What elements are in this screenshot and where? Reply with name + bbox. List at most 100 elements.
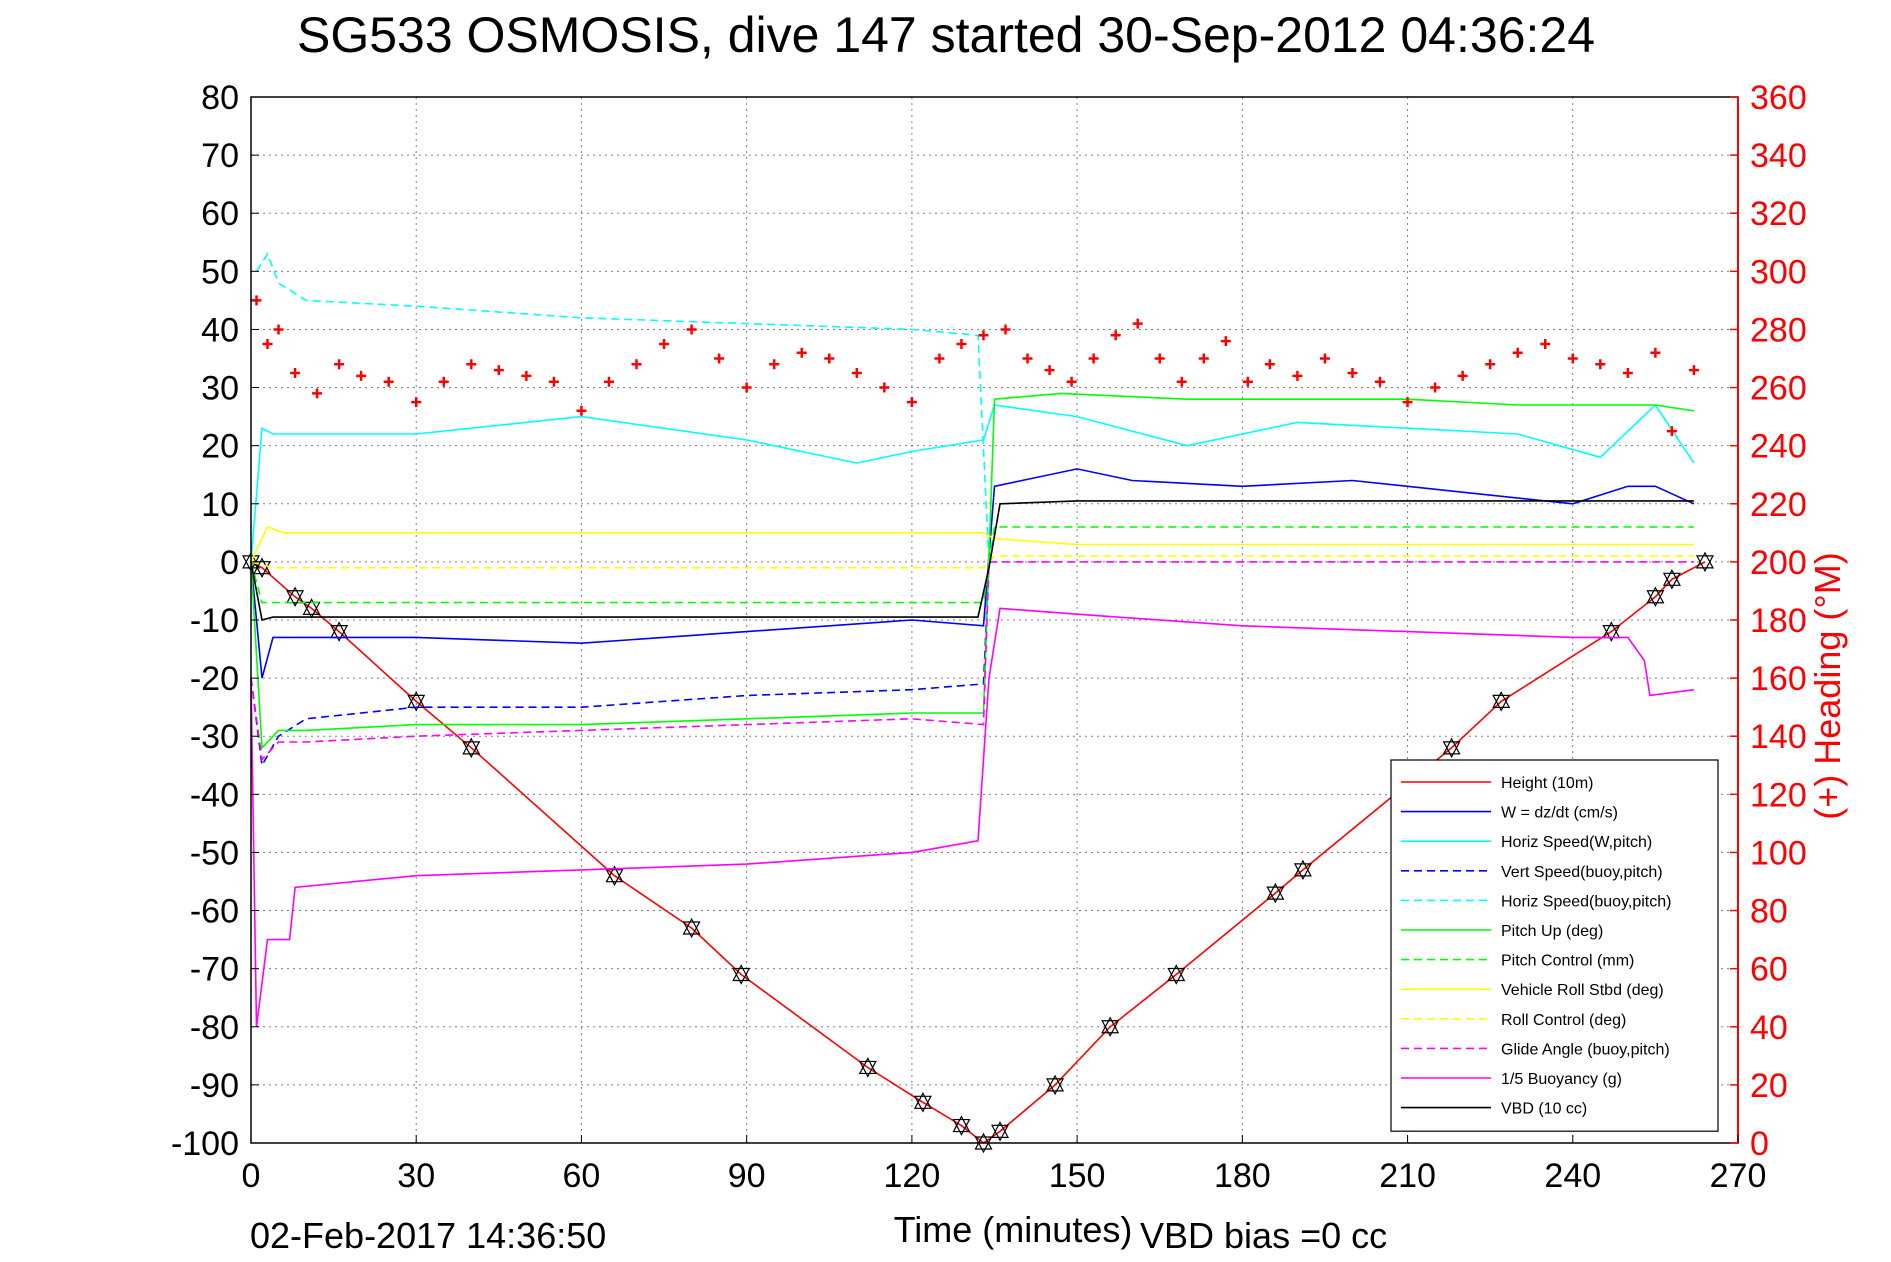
- y-right-tick-label: 40: [1750, 1009, 1788, 1047]
- heading-point: [1540, 338, 1551, 349]
- height-point: [1695, 551, 1714, 573]
- y-right-tick-label: 320: [1750, 195, 1807, 233]
- legend: Height (10m) W = dz/dt (cm/s) Horiz Speed(…: [1390, 759, 1719, 1132]
- legend-entry: Vehicle Roll Stbd (deg): [1501, 982, 1664, 999]
- y-right-tick-label: 240: [1750, 428, 1807, 466]
- series-horiz-speed-buoy-pitch: [255, 252, 990, 562]
- y-right-tick-label: 140: [1750, 718, 1807, 756]
- series-vbd-10-cc: [250, 500, 1694, 621]
- series-w-dz-dt-cm-s-line: [250, 468, 1695, 679]
- heading-point: [466, 359, 477, 370]
- heading-point: [356, 370, 367, 381]
- heading-point: [934, 353, 945, 364]
- x-tick-label: 0: [242, 1157, 261, 1195]
- heading-point: [1457, 370, 1468, 381]
- heading-point: [1132, 318, 1143, 329]
- chart-title: SG533 OSMOSIS, dive 147 started 30-Sep-2…: [297, 7, 1595, 63]
- heading-point: [1088, 353, 1099, 364]
- heading-point: [1319, 353, 1330, 364]
- series-layer: [242, 252, 1714, 1154]
- heading-point: [312, 388, 323, 399]
- legend-entry: Horiz Speed(buoy,pitch): [1501, 893, 1671, 910]
- y-tick-label: 80: [201, 79, 239, 117]
- series-w-dz-dt-cm-s: [250, 468, 1695, 679]
- y-tick-label: -100: [171, 1125, 239, 1163]
- y-right-tick-label: 220: [1750, 486, 1807, 524]
- height-point: [1442, 737, 1461, 759]
- y-tick-label: -40: [190, 776, 239, 814]
- heading-point: [978, 330, 989, 341]
- legend-entry: Vert Speed(buoy,pitch): [1501, 864, 1663, 881]
- heading-point: [1264, 359, 1275, 370]
- y-tick-label: -50: [190, 834, 239, 872]
- series-1-5-buoyancy-g-line: [250, 607, 1695, 1027]
- footer-note: VBD bias =0 cc: [1140, 1215, 1387, 1256]
- heading-point: [1176, 376, 1187, 387]
- series-vehicle-roll-stbd-deg: [250, 526, 1694, 563]
- height-point: [974, 1132, 993, 1154]
- series-pitch-control-mm: [250, 526, 1694, 604]
- height-point: [913, 1092, 932, 1113]
- x-tick-label: 60: [563, 1157, 601, 1195]
- heading-point: [1375, 376, 1386, 387]
- heading-point: [1044, 365, 1055, 376]
- height-point: [1101, 1016, 1120, 1038]
- y-right-tick-label: 120: [1750, 776, 1807, 814]
- heading-point: [1066, 376, 1077, 387]
- height-point: [732, 964, 751, 985]
- series-roll-control-deg: [250, 555, 1694, 569]
- y-right-tick-label: 100: [1750, 834, 1807, 872]
- heading-point: [1402, 397, 1413, 408]
- legend-entry: Pitch Up (deg): [1501, 923, 1603, 940]
- legend-entry: Horiz Speed(W,pitch): [1501, 834, 1652, 851]
- heading-point: [851, 368, 862, 379]
- x-tick-label: 210: [1379, 1157, 1436, 1195]
- heading-point: [686, 324, 697, 335]
- heading-point: [1347, 368, 1358, 379]
- heading-point: [548, 376, 559, 387]
- height-point: [1646, 586, 1665, 608]
- heading-point: [659, 338, 670, 349]
- x-tick-label: 270: [1710, 1157, 1767, 1195]
- y-tick-label: -70: [190, 951, 239, 989]
- ticks-layer: 0 30 60 90 120 150 180 210 240 270 80 70 60 50 40 30 20 1…: [171, 79, 1807, 1195]
- heading-point: [1595, 359, 1606, 370]
- y-right-tick-label: 180: [1750, 602, 1807, 640]
- height-point: [286, 586, 305, 608]
- heading-point: [273, 324, 284, 335]
- heading-point: [1022, 353, 1033, 364]
- heading-point: [769, 359, 780, 370]
- footer-date: 02-Feb-2017 14:36:50: [250, 1215, 606, 1256]
- height-point: [605, 865, 624, 886]
- y-tick-label: -30: [190, 718, 239, 756]
- height-point: [991, 1121, 1010, 1142]
- series-1-5-buoyancy-g: [250, 607, 1695, 1027]
- heading-point: [1430, 382, 1441, 393]
- heading-point: [824, 353, 835, 364]
- x-axis-label: Time (minutes): [894, 1209, 1133, 1250]
- heading-point: [262, 338, 273, 349]
- heading-point: [411, 397, 422, 408]
- series-pitch-control-mm-line: [250, 526, 1694, 604]
- heading-point: [1220, 336, 1231, 347]
- heading-point: [290, 368, 301, 379]
- y-right-tick-label: 260: [1750, 370, 1807, 408]
- heading-point: [576, 405, 587, 416]
- y-tick-label: -10: [190, 602, 239, 640]
- heading-point: [383, 376, 394, 387]
- legend-entry: Pitch Control (mm): [1501, 953, 1634, 970]
- series-vbd-10-cc-line: [250, 500, 1694, 621]
- heading-point: [1688, 365, 1699, 376]
- height-point: [1293, 859, 1312, 881]
- height-point: [682, 917, 701, 939]
- heading-point: [493, 365, 504, 376]
- height-point: [1662, 569, 1681, 590]
- heading-point: [1622, 368, 1633, 379]
- heading-point: [438, 376, 449, 387]
- height-point: [1492, 691, 1511, 712]
- height-point: [1046, 1074, 1065, 1096]
- heading-point: [741, 382, 752, 393]
- heading-point: [906, 397, 917, 408]
- heading-point: [796, 347, 807, 358]
- y-tick-label: 30: [201, 370, 239, 408]
